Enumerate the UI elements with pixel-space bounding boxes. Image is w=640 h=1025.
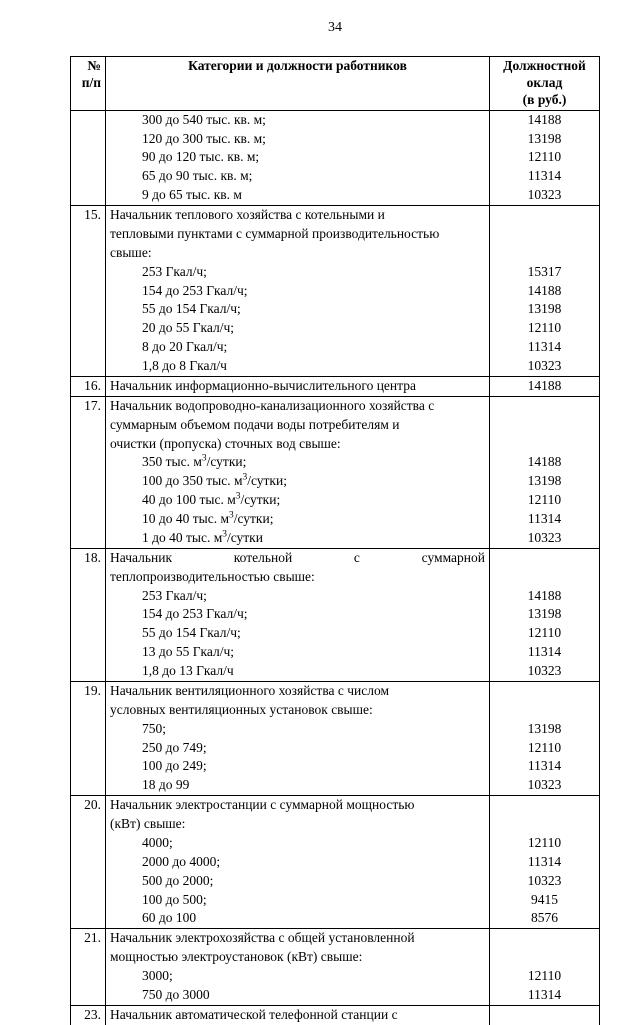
table-row: суммарным объемом подачи воды потребител…	[71, 416, 600, 435]
table-row: 100 до 350 тыс. м3/сутки;13198	[71, 472, 600, 491]
document-page: 34 №п/п Категории и должности работников…	[0, 0, 640, 1025]
table-row: 250 до 749;12110	[71, 739, 600, 758]
table-row: 350 тыс. м3/сутки;14188	[71, 453, 600, 472]
table-row: 20 до 55 Гкал/ч;12110	[71, 319, 600, 338]
cell-salary: 14188	[490, 110, 600, 129]
table-row: 17.Начальник водопроводно-канализационно…	[71, 396, 600, 415]
table-row: 750 до 300011314	[71, 986, 600, 1005]
table-row: 100 до 500;9415	[71, 891, 600, 910]
table-row: 253 Гкал/ч;14188	[71, 587, 600, 606]
table-row: 18 до 9910323	[71, 776, 600, 795]
table-row: 1,8 до 8 Гкал/ч10323	[71, 357, 600, 376]
cell-text: 300 до 540 тыс. кв. м;	[110, 112, 485, 129]
table-row: (кВт) свыше:	[71, 815, 600, 834]
table-row: тепловыми пунктами с суммарной производи…	[71, 225, 600, 244]
table-row: 3000;12110	[71, 967, 600, 986]
table-row: свыше:	[71, 244, 600, 263]
table-row: теплопроизводительностью свыше:	[71, 568, 600, 587]
table-row: 65 до 90 тыс. кв. м;11314	[71, 167, 600, 186]
header-category: Категории и должности работников	[106, 57, 490, 111]
table-row: 18.Начальниккотельнойссуммарной	[71, 548, 600, 567]
table-row: 2000 до 4000;11314	[71, 853, 600, 872]
table-row: 9 до 65 тыс. кв. м10323	[71, 186, 600, 205]
table-row: 1,8 до 13 Гкал/ч10323	[71, 662, 600, 681]
salary-table: №п/п Категории и должности работников До…	[70, 56, 600, 1025]
header-num: №п/п	[71, 57, 106, 111]
table-row: 90 до 120 тыс. кв. м;12110	[71, 148, 600, 167]
table-row: мощностью электроустановок (кВт) свыше:	[71, 948, 600, 967]
table-row: 20.Начальник электростанции с суммарной …	[71, 796, 600, 815]
table-row: 10 до 40 тыс. м3/сутки;11314	[71, 510, 600, 529]
table-row: условных вентиляционных установок свыше:	[71, 701, 600, 720]
table-row: 15. Начальник теплового хозяйства с коте…	[71, 206, 600, 225]
table-row: 13 до 55 Гкал/ч;11314	[71, 643, 600, 662]
table-row: 21.Начальник электрохозяйства с общей ус…	[71, 929, 600, 948]
table-row: 750;13198	[71, 720, 600, 739]
table-row: 55 до 154 Гкал/ч;12110	[71, 624, 600, 643]
table-row: 40 до 100 тыс. м3/сутки;12110	[71, 491, 600, 510]
table-row: 4000;12110	[71, 834, 600, 853]
table-row: 19.Начальник вентиляционного хозяйства с…	[71, 681, 600, 700]
header-salary: Должностнойоклад(в руб.)	[490, 57, 600, 111]
table-row: 16. Начальник информационно-вычислительн…	[71, 376, 600, 396]
page-number: 34	[70, 20, 600, 36]
table-row: 154 до 253 Гкал/ч;13198	[71, 605, 600, 624]
table-row: 120 до 300 тыс. кв. м;13198	[71, 130, 600, 149]
table-row: 300 до 540 тыс. кв. м; 14188	[71, 110, 600, 129]
table-row: 8 до 20 Гкал/ч;11314	[71, 338, 600, 357]
table-row: 154 до 253 Гкал/ч;14188	[71, 282, 600, 301]
table-row: 60 до 1008576	[71, 909, 600, 928]
table-row: 500 до 2000;10323	[71, 872, 600, 891]
table-header-row: №п/п Категории и должности работников До…	[71, 57, 600, 111]
table-row: 253 Гкал/ч;15317	[71, 263, 600, 282]
table-row: 100 до 249;11314	[71, 757, 600, 776]
table-row: 1 до 40 тыс. м3/сутки10323	[71, 529, 600, 548]
table-row: 23.Начальник автоматической телефонной с…	[71, 1005, 600, 1024]
table-row: очистки (пропуска) сточных вод свыше:	[71, 435, 600, 454]
table-row: 55 до 154 Гкал/ч;13198	[71, 300, 600, 319]
